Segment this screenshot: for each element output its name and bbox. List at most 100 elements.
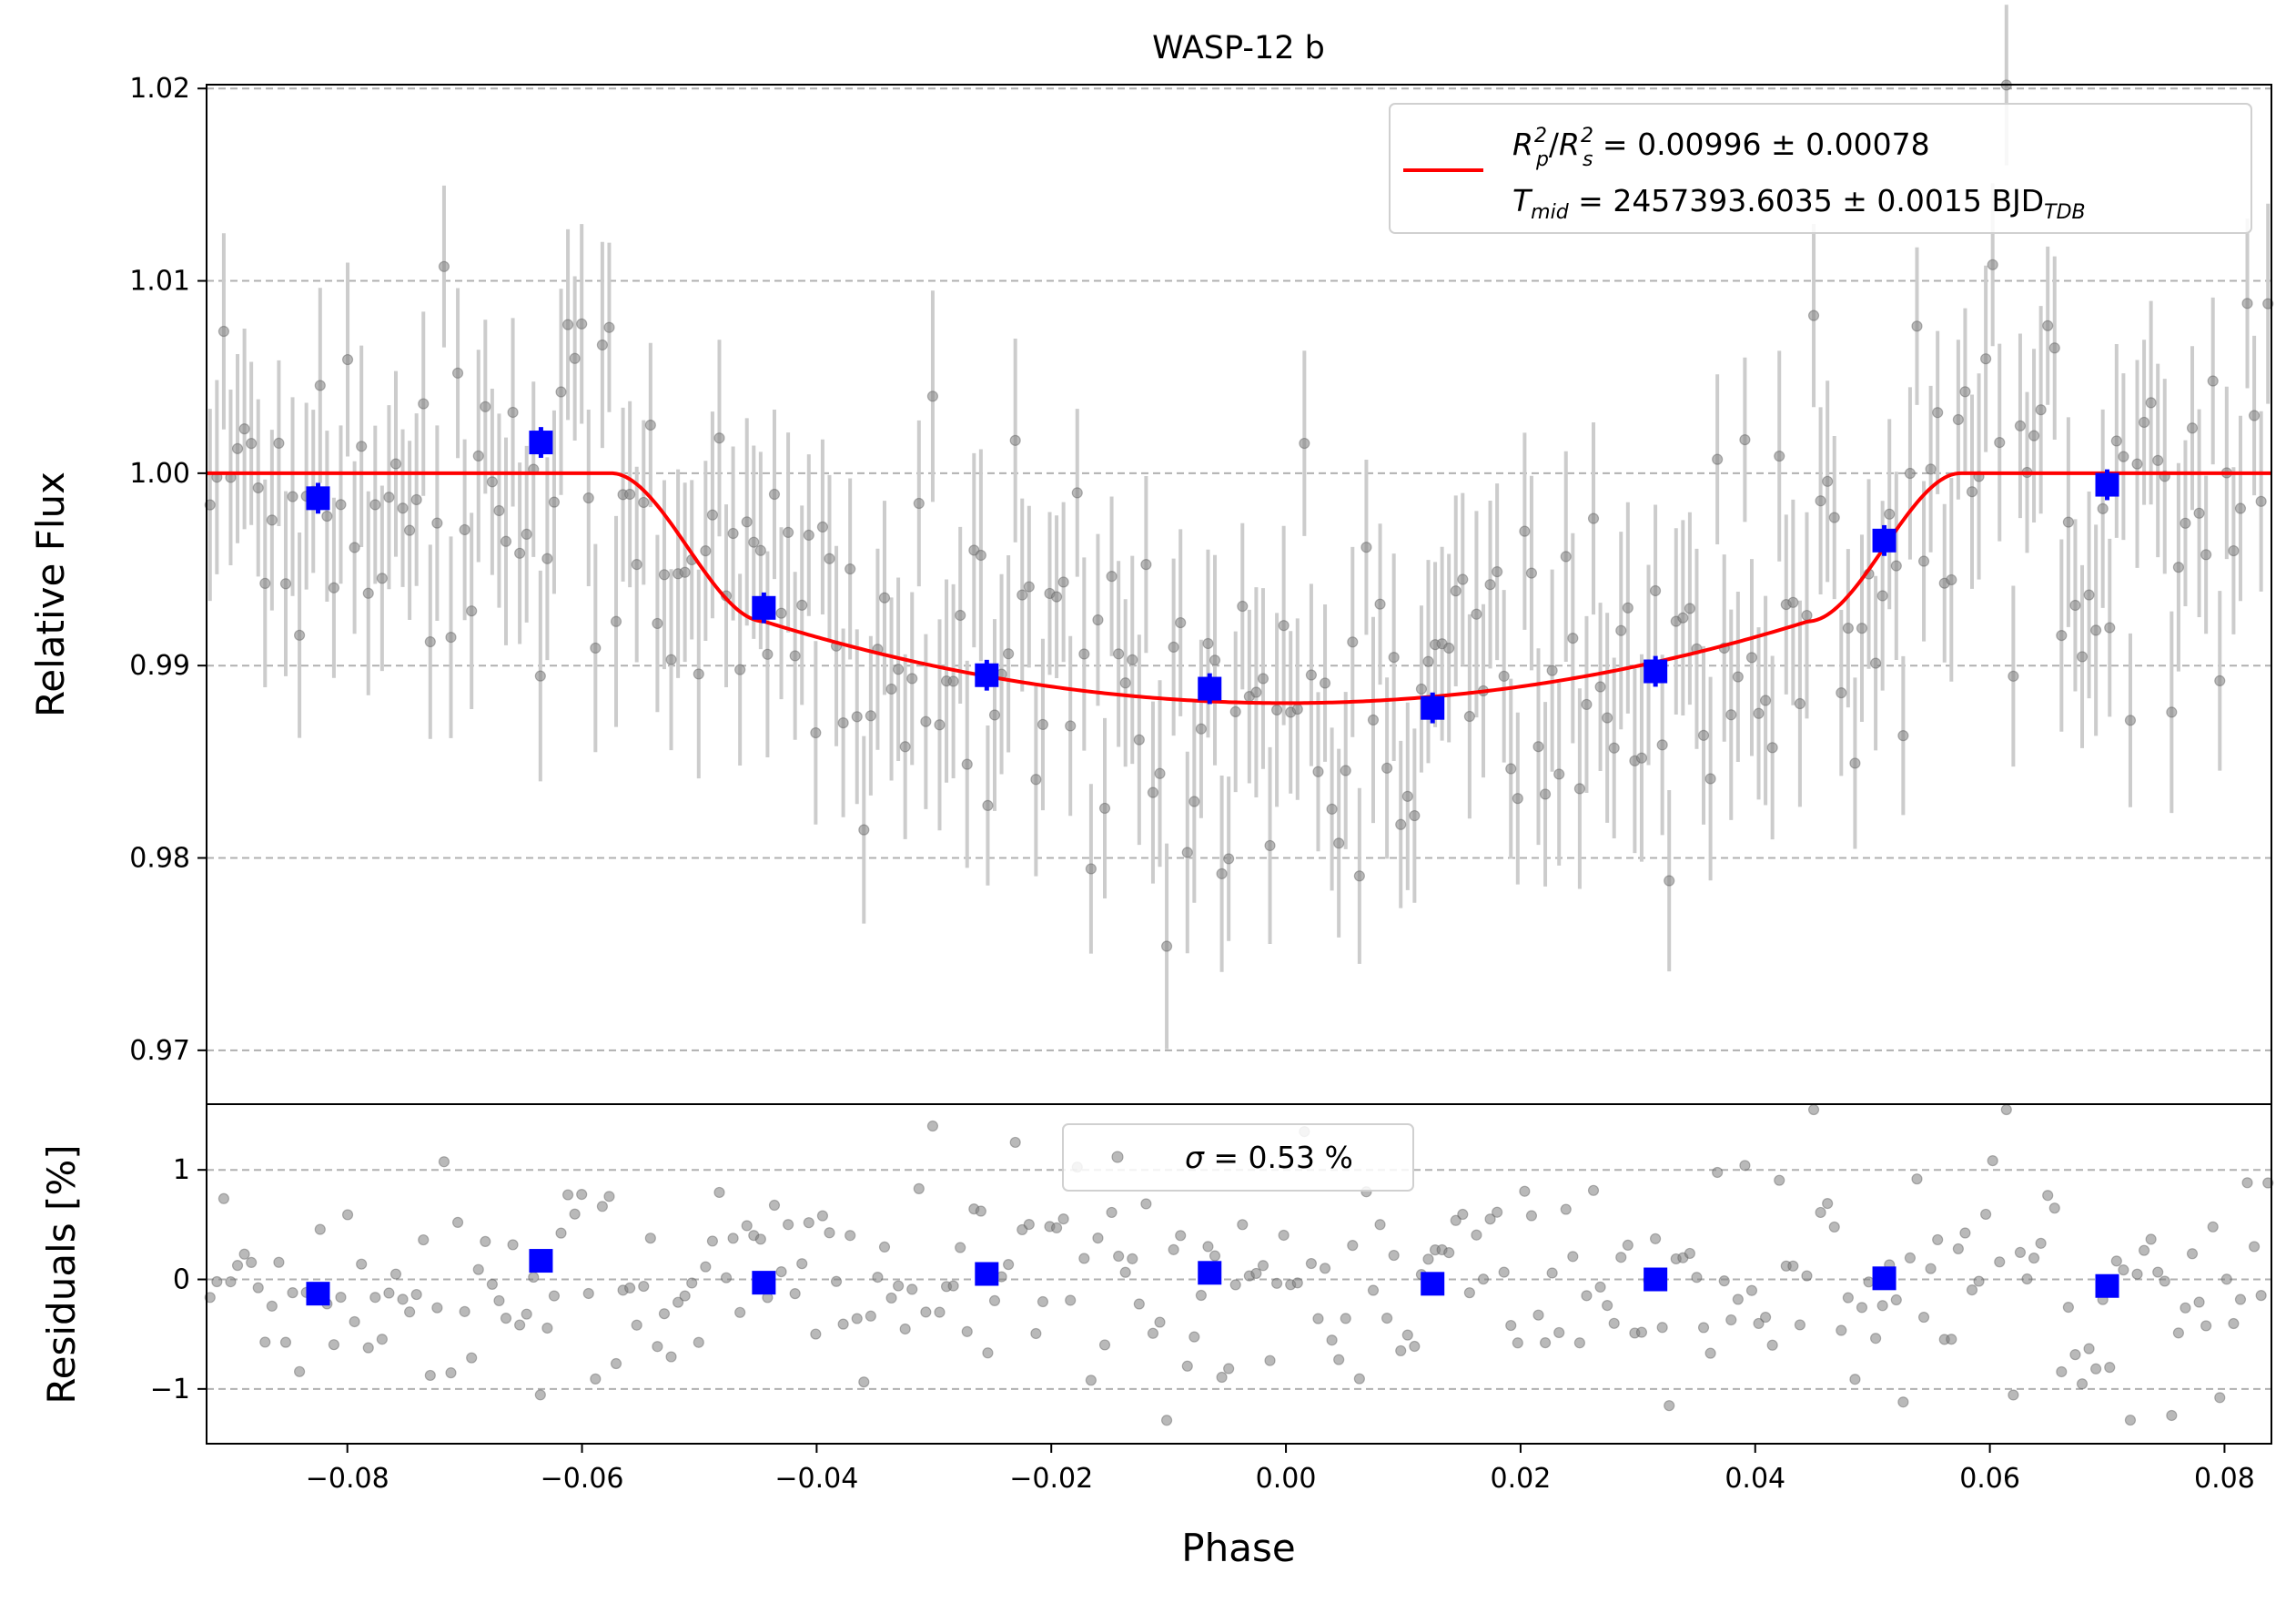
residual-point [1409,1340,1421,1353]
raw-point [1395,818,1407,830]
top-y-tick-label: 0.98 [129,843,190,875]
raw-point [1794,697,1806,710]
raw-point [1753,707,1765,719]
raw-point [397,502,409,514]
residual-point [287,1287,298,1299]
raw-point [2056,629,2068,642]
residual-point [603,1191,615,1202]
residual-point [920,1306,932,1318]
residual-point [349,1315,360,1328]
residual-point [1952,1243,1964,1255]
residual-point [1312,1313,1324,1324]
raw-point [706,509,719,521]
raw-point [1237,600,1249,613]
residual-point [1622,1239,1633,1251]
raw-point [2097,502,2109,514]
binned-residual-point [975,1262,999,1286]
residual-point [754,1233,766,1245]
raw-point [321,510,333,522]
raw-point [1216,867,1228,879]
residual-point [369,1292,381,1304]
raw-point [878,592,891,604]
residual-point [734,1306,746,1318]
raw-point [2083,589,2095,601]
residual-point [1065,1294,1077,1306]
bottom-panel: −1 0 1 −0.08 −0.06 −0.04 −0.02 0.00 0.02 0.04 0.0… [39,1103,2274,1570]
raw-point [2042,320,2054,331]
residual-point [1353,1373,1365,1385]
raw-point [713,432,725,444]
raw-point [383,492,395,503]
raw-point [1188,796,1200,807]
residual-point [1085,1375,1097,1386]
residual-point [493,1294,505,1307]
residual-point [2076,1378,2089,1390]
raw-point [1264,839,1276,852]
raw-point [1381,762,1393,774]
raw-point [1092,614,1104,626]
residual-point [686,1277,698,1289]
raw-point [1223,853,1235,865]
residual-point [1374,1219,1386,1231]
raw-point [1745,652,1758,664]
raw-point [1443,642,1455,654]
raw-point [1801,609,1813,622]
raw-point [1098,802,1111,815]
residual-point [500,1313,512,1324]
residual-point [652,1341,663,1353]
raw-point [314,380,326,391]
raw-point [1739,433,1751,446]
raw-point [1904,467,1917,480]
raw-point [1113,648,1125,660]
residual-point [1175,1230,1187,1242]
raw-point [631,559,642,571]
residual-point [2056,1365,2068,1378]
raw-point [1078,648,1090,660]
residual-point [225,1276,237,1288]
residual-point [279,1336,292,1348]
residual-point [1553,1326,1565,1339]
residual-point [1333,1354,1345,1365]
raw-point [1836,687,1847,699]
residual-point [713,1186,725,1199]
residual-point [1904,1252,1917,1263]
raw-point [2145,397,2157,409]
bottom-y-tick-label: 0 [173,1264,190,1296]
residual-point [906,1283,918,1295]
raw-point [369,499,381,511]
residual-point [1519,1185,1531,1197]
legend-p-subscript: p [1535,148,1549,171]
raw-point [658,569,671,581]
residual-point [1512,1337,1523,1349]
residual-point [534,1389,546,1401]
residual-point [837,1318,849,1330]
residual-point [1573,1337,1585,1349]
residual-point [451,1216,464,1228]
residual-point [217,1192,230,1204]
raw-point [1959,386,1971,398]
raw-point [796,599,808,611]
residual-point [1050,1222,1063,1233]
raw-point [438,260,450,272]
residual-point [610,1357,622,1370]
raw-point [727,527,739,540]
raw-point [238,423,250,435]
raw-point [652,617,663,630]
residual-point [1388,1249,1400,1262]
residual-point [2021,1273,2033,1285]
binned-residual-point [2095,1273,2119,1298]
residual-point [389,1268,402,1280]
residual-point [768,1199,781,1212]
residual-point [1133,1298,1145,1310]
x-tick-label: −0.02 [1009,1463,1093,1495]
raw-point [252,482,264,494]
raw-point [1340,765,1351,776]
residual-point [1498,1266,1510,1278]
residual-point [2152,1266,2164,1278]
raw-point [2069,599,2081,612]
residual-point [1807,1103,1820,1116]
residual-point [2131,1268,2143,1280]
raw-point [1822,475,1834,487]
raw-point [1911,320,1923,332]
